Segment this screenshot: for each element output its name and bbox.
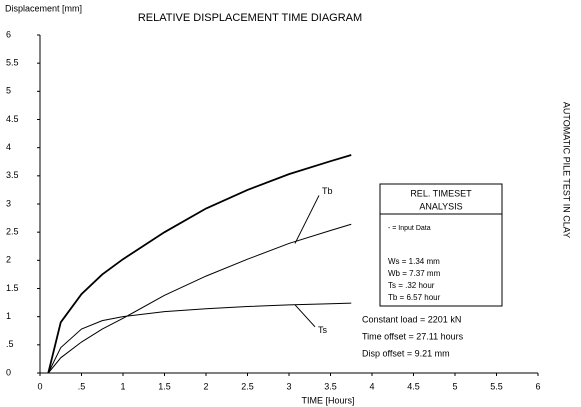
note: Disp offset = 9.21 mm (362, 348, 450, 358)
x-tick-label: 4.5 (407, 381, 420, 391)
note: Time offset = 27.11 hours (362, 331, 464, 341)
x-tick-label: 0 (37, 381, 42, 391)
y-tick-label: 2.5 (6, 227, 19, 237)
y-tick-label: 6 (6, 29, 11, 39)
x-tick-label: 5 (452, 381, 457, 391)
info-box-title: ANALYSIS (419, 201, 462, 211)
y-tick-label: .5 (6, 339, 14, 349)
series-label: Ts (318, 325, 328, 335)
x-tick-label: 3.5 (324, 381, 337, 391)
info-box-line: Ws = 1.34 mm (388, 257, 440, 266)
info-box-line: Ts = .32 hour (388, 281, 435, 290)
y-axis-label: Displacement [mm] (5, 3, 82, 13)
x-tick-label: 2.5 (241, 381, 254, 391)
y-tick-label: 3.5 (6, 170, 19, 180)
series-line (47, 302, 352, 374)
y-tick-label: 1.5 (6, 283, 19, 293)
y-tick-label: 4 (6, 142, 11, 152)
y-tick-label: 0 (6, 367, 11, 377)
series-label: Tb (322, 186, 333, 196)
leader-line (294, 304, 316, 328)
series-line (47, 154, 352, 374)
info-box (379, 183, 503, 307)
info-box-legend: - = Input Data (388, 225, 431, 232)
y-tick-label: 4.5 (6, 114, 19, 124)
y-tick-label: 1 (6, 311, 11, 321)
x-tick-label: 6 (535, 381, 540, 391)
note: Constant load = 2201 kN (362, 314, 461, 324)
y-tick-label: 5 (6, 86, 11, 96)
leader-line (294, 195, 320, 244)
info-box-line: Tb = 6.57 hour (388, 293, 441, 302)
chart-title: RELATIVE DISPLACEMENT TIME DIAGRAM (138, 12, 362, 24)
y-tick-label: 5.5 (6, 58, 19, 68)
series-line (47, 223, 352, 374)
y-tick-label: 2 (6, 255, 11, 265)
x-tick-label: 3 (286, 381, 291, 391)
x-tick-label: 2 (203, 381, 208, 391)
x-tick-label: 4 (369, 381, 374, 391)
x-axis-label: TIME [Hours] (301, 395, 354, 405)
side-label: AUTOMATIC PILE TEST IN CLAY (562, 102, 572, 238)
x-tick-label: .5 (78, 381, 86, 391)
x-tick-label: 5.5 (490, 381, 503, 391)
info-box-title: REL. TIMESET (410, 188, 472, 198)
info-box-line: Wb = 7.37 mm (388, 269, 441, 278)
y-tick-label: 3 (6, 198, 11, 208)
x-tick-label: 1.5 (158, 381, 171, 391)
x-tick-label: 1 (120, 381, 125, 391)
